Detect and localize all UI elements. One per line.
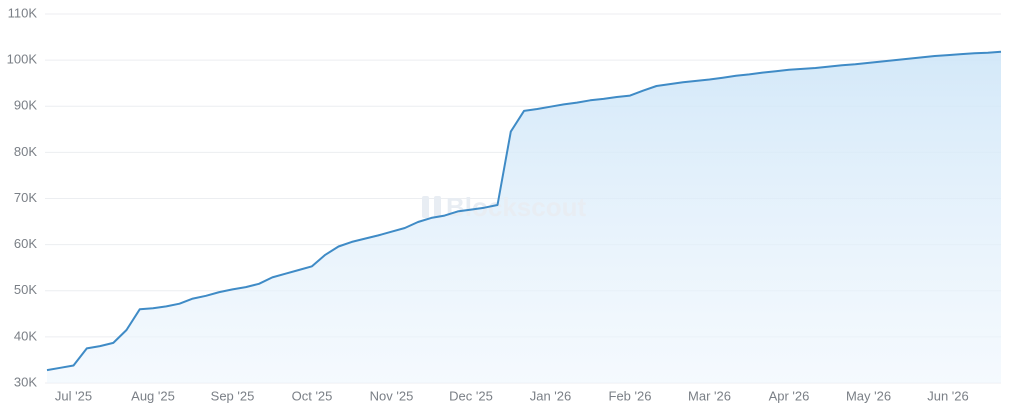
- watermark: Blockscout: [446, 192, 586, 222]
- x-tick-label: Mar '26: [688, 388, 731, 403]
- x-tick-label: Oct '25: [292, 388, 333, 403]
- y-tick-label: 80K: [14, 144, 37, 159]
- x-tick-label: Nov '25: [370, 388, 414, 403]
- x-tick-label: Dec '25: [449, 388, 493, 403]
- watermark-logo: [422, 196, 441, 218]
- x-tick-label: Sep '25: [211, 388, 255, 403]
- y-tick-label: 110K: [8, 5, 38, 20]
- y-tick-label: 100K: [7, 52, 38, 67]
- y-tick-label: 40K: [14, 328, 37, 343]
- x-tick-label: Jun '26: [927, 388, 969, 403]
- y-tick-label: 70K: [14, 190, 37, 205]
- x-tick-label: Jan '26: [530, 388, 572, 403]
- line: [46, 50, 1002, 372]
- y-tick-label: 90K: [14, 98, 37, 113]
- x-tick-label: Aug '25: [131, 388, 175, 403]
- area: [47, 51, 1001, 384]
- x-tick-label: Apr '26: [769, 388, 810, 403]
- x-tick-label: May '26: [846, 388, 891, 403]
- y-tick-label: 30K: [14, 374, 37, 389]
- x-tick-label: Jul '25: [55, 388, 92, 403]
- x-tick-label: Feb '26: [609, 388, 652, 403]
- y-tick-label: 60K: [14, 236, 37, 251]
- y-tick-label: 50K: [14, 282, 37, 297]
